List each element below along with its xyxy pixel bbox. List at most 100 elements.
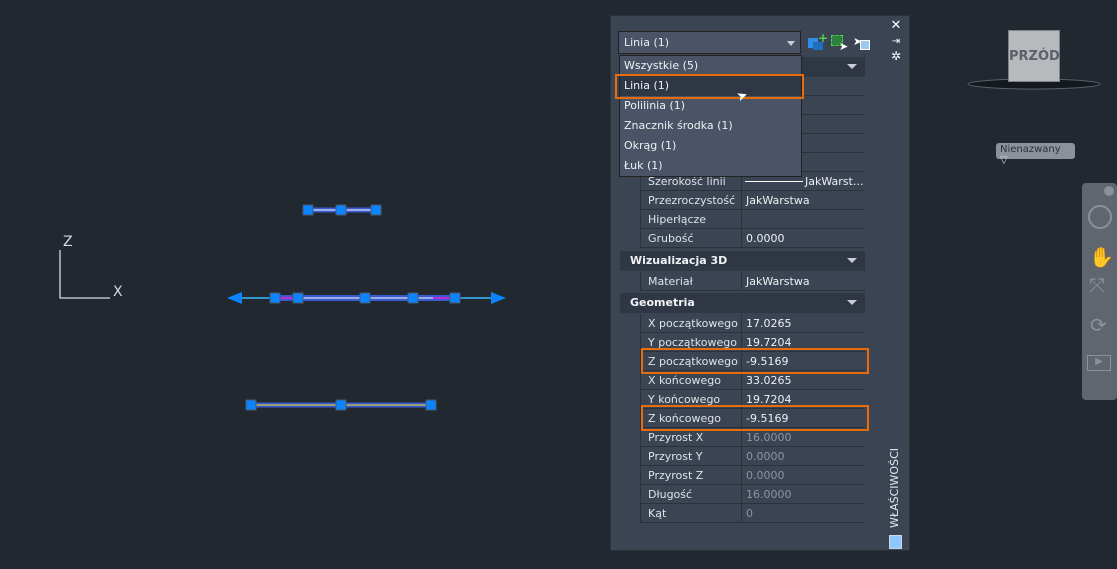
grip[interactable] — [269, 292, 281, 304]
property-row[interactable]: X początkowego 17.0265 — [640, 314, 865, 333]
auto-hide-icon[interactable]: ⇥ — [891, 36, 901, 47]
pan-hand-icon[interactable]: ✋ — [1089, 245, 1114, 269]
grip[interactable] — [302, 204, 314, 216]
property-row[interactable]: Z końcowego -9.5169 — [640, 409, 865, 428]
close-icon[interactable] — [1104, 186, 1114, 196]
chevron-down-icon — [847, 300, 857, 310]
select-objects-icon[interactable]: ➤ — [830, 33, 848, 53]
palette-title: WŁAŚCIWOŚCI — [888, 448, 901, 528]
chevron-down-icon: ▽ — [1000, 155, 1008, 166]
property-label: Kąt — [641, 504, 742, 523]
property-row[interactable]: Przyrost Y 0.0000 — [640, 447, 865, 466]
section-title: Wizualizacja 3D — [630, 254, 728, 267]
steering-wheel-icon[interactable] — [1088, 205, 1112, 229]
settings-icon[interactable]: ✲ — [890, 49, 902, 63]
grip[interactable] — [449, 292, 461, 304]
property-label: Z początkowego — [641, 352, 742, 371]
chevron-down-icon — [847, 64, 857, 74]
property-value[interactable]: -9.5169 — [746, 412, 789, 425]
property-row[interactable]: Przezroczystość JakWarstwa — [640, 191, 865, 210]
property-value: 16.0000 — [746, 488, 792, 501]
highlight-z-end — [641, 405, 869, 431]
close-icon[interactable]: ✕ — [890, 18, 902, 33]
dropdown-option[interactable]: Polilinia (1) — [624, 99, 686, 112]
zoom-extents-icon[interactable]: ⤧ — [1089, 273, 1105, 297]
property-row[interactable]: Y początkowego 19.7204 — [640, 333, 865, 352]
property-label: Y końcowego — [641, 390, 742, 409]
property-row[interactable]: Przyrost X 16.0000 — [640, 428, 865, 447]
property-row[interactable]: Długość 16.0000 — [640, 485, 865, 504]
grip[interactable] — [292, 292, 304, 304]
object-type-value: Linia (1) — [624, 36, 670, 49]
property-label: Grubość — [641, 229, 742, 248]
named-view-dropdown[interactable]: Nienazwany ▽ — [996, 143, 1075, 166]
grip[interactable] — [335, 399, 347, 411]
section-viz3d-header[interactable]: Wizualizacja 3D — [620, 251, 865, 271]
grip[interactable] — [425, 399, 437, 411]
toggle-pickadd-icon[interactable]: + — [807, 32, 828, 51]
property-value[interactable]: 19.7204 — [746, 393, 792, 406]
property-label: Przyrost X — [641, 428, 742, 447]
section-geometry-header[interactable]: Geometria — [620, 293, 865, 313]
palette-side-strip: ✕ ⇥ ✲ — [886, 18, 906, 63]
property-value[interactable]: 33.0265 — [746, 374, 792, 387]
chevron-down-icon — [847, 258, 857, 268]
navigation-bar[interactable]: ✋ ⤧ ⟳ ▶ — [1082, 183, 1117, 400]
property-value[interactable]: JakWarstwa — [746, 275, 810, 288]
property-value[interactable] — [743, 210, 866, 229]
property-label: X początkowego — [641, 314, 742, 333]
property-row[interactable]: Y końcowego 19.7204 — [640, 390, 865, 409]
property-row[interactable]: Przyrost Z 0.0000 — [640, 466, 865, 485]
property-label: Hiperłącze — [641, 210, 742, 229]
property-value: 0 — [746, 507, 753, 520]
grip[interactable] — [407, 292, 419, 304]
property-value[interactable]: 17.0265 — [746, 317, 792, 330]
property-row[interactable]: Hiperłącze — [640, 210, 865, 229]
property-row[interactable]: Kąt 0 — [640, 504, 865, 523]
property-label: Materiał — [641, 272, 742, 291]
ucs-icon — [59, 250, 110, 299]
grip[interactable] — [335, 204, 347, 216]
grip[interactable] — [370, 204, 382, 216]
property-row[interactable]: Grubość 0.0000 — [640, 229, 865, 248]
property-row[interactable]: X końcowego 33.0265 — [640, 371, 865, 390]
arrow-right-icon — [491, 292, 506, 304]
viewcube-front-face[interactable]: PRZÓD — [1008, 30, 1060, 82]
property-label: X końcowego — [641, 371, 742, 390]
property-value[interactable]: 19.7204 — [746, 336, 792, 349]
property-value[interactable]: JakWarstwa — [746, 194, 810, 207]
property-row[interactable]: Szerokość linii JakWarst... — [640, 172, 865, 191]
grip[interactable] — [359, 292, 371, 304]
highlight-z-start — [641, 348, 869, 374]
quick-select-icon[interactable]: ➤ — [853, 33, 871, 51]
object-type-select[interactable]: Linia (1) — [618, 31, 801, 54]
property-label: Szerokość linii — [641, 172, 742, 191]
showmotion-icon[interactable]: ▶ — [1087, 355, 1111, 371]
property-label: Przyrost Z — [641, 466, 742, 485]
property-value: 0.0000 — [746, 450, 785, 463]
property-value[interactable]: -9.5169 — [746, 355, 789, 368]
chevron-down-icon — [787, 41, 795, 50]
property-value[interactable]: JakWarst... — [805, 175, 864, 188]
dropdown-option[interactable]: Okrąg (1) — [624, 139, 677, 152]
ucs-z-label: Z — [63, 234, 73, 250]
property-value[interactable]: 0.0000 — [746, 232, 785, 245]
section-title: Geometria — [630, 296, 695, 309]
property-label: Przezroczystość — [641, 191, 742, 210]
dropdown-option[interactable]: Łuk (1) — [624, 159, 663, 172]
ucs-x-label: X — [113, 284, 123, 300]
property-row-material[interactable]: Materiał JakWarstwa — [640, 272, 865, 291]
grip[interactable] — [245, 399, 257, 411]
property-row[interactable]: Z początkowego -9.5169 — [640, 352, 865, 371]
property-label: Długość — [641, 485, 742, 504]
lineweight-swatch — [745, 181, 803, 182]
property-label: Y początkowego — [641, 333, 742, 352]
dropdown-option[interactable]: Linia (1) — [620, 76, 801, 96]
dropdown-option[interactable]: Znacznik środka (1) — [624, 119, 733, 132]
highlight-linia-option — [615, 74, 804, 99]
viewcube-face-label: PRZÓD — [1009, 49, 1060, 64]
properties-palette-icon — [889, 535, 902, 549]
dropdown-option[interactable]: Wszystkie (5) — [624, 59, 699, 72]
orbit-icon[interactable]: ⟳ — [1090, 313, 1107, 337]
